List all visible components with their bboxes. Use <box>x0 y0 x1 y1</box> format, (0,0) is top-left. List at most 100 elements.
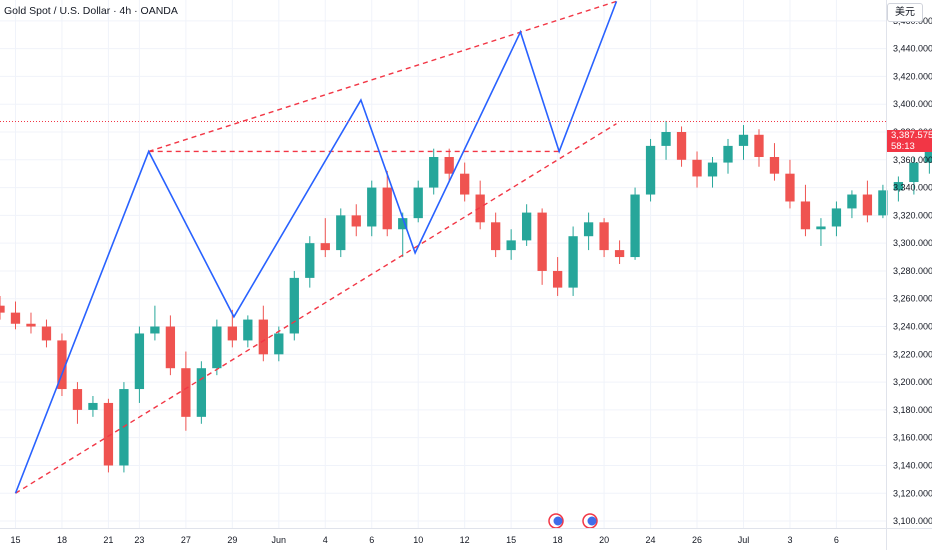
price-tick-label: 3,400.000 <box>893 99 932 109</box>
candle-body <box>227 326 237 341</box>
time-tick-label: 24 <box>646 535 656 545</box>
candle-body <box>460 173 470 195</box>
candle-body <box>506 240 516 251</box>
candle-body <box>382 187 392 230</box>
candle-body <box>212 326 222 369</box>
candle-body <box>413 187 423 219</box>
candle-body <box>847 194 857 209</box>
candle-body <box>769 157 780 174</box>
time-tick-label: 20 <box>599 535 609 545</box>
time-tick-label: Jul <box>738 535 750 545</box>
candle-body <box>367 187 377 227</box>
price-tick-label: 3,300.000 <box>893 238 932 248</box>
price-tick-label: 3,140.000 <box>893 460 932 470</box>
chart-grid <box>0 0 886 528</box>
price-tick-label: 3,180.000 <box>893 405 932 415</box>
time-tick-label: 15 <box>10 535 20 545</box>
candle-body <box>878 190 888 216</box>
candle-body <box>429 157 439 188</box>
time-tick-label: 15 <box>506 535 516 545</box>
candle-body <box>243 319 253 341</box>
candle-body <box>196 368 207 417</box>
candle-body <box>676 132 687 160</box>
price-tick-label: 3,360.000 <box>893 155 932 165</box>
candle-body <box>800 201 811 230</box>
price-tick-label: 3,220.000 <box>893 349 932 359</box>
candle-body <box>552 270 563 288</box>
symbol-title: Gold Spot / U.S. Dollar · 4h · OANDA <box>4 5 178 17</box>
time-axis[interactable]: 15 18 21 23 27 29 Jun 4 6 10 12 15 18 20 24 26 Jul 3 6 <box>10 535 838 545</box>
drawing-overlays <box>14 0 618 494</box>
candle-body <box>150 326 160 334</box>
candle-body <box>816 226 826 230</box>
us-flag-icon <box>553 516 563 526</box>
bar-countdown: 58:13 <box>891 141 915 152</box>
price-tick-label: 3,320.000 <box>893 210 932 220</box>
time-tick-label: 18 <box>57 535 67 545</box>
lower-trendline <box>15 123 617 494</box>
candle-body <box>181 368 191 417</box>
candle-body <box>351 215 361 227</box>
time-tick-label: 12 <box>460 535 470 545</box>
candle-body <box>165 326 176 369</box>
time-tick-label: 21 <box>103 535 113 545</box>
time-tick-label: 18 <box>553 535 563 545</box>
candle-body <box>630 194 640 258</box>
candle-body <box>893 182 904 191</box>
candle-body <box>10 312 21 324</box>
time-tick-label: 6 <box>834 535 839 545</box>
candle-body <box>305 243 315 278</box>
price-tick-label: 3,340.000 <box>893 183 932 193</box>
candle-body <box>26 323 36 327</box>
price-tick-label: 3,120.000 <box>893 488 932 498</box>
time-tick-label: 27 <box>181 535 191 545</box>
candle-body <box>924 143 932 163</box>
candle-body <box>41 326 52 341</box>
candle-body <box>491 222 501 251</box>
candle-body <box>521 212 532 241</box>
candle-body <box>134 333 145 390</box>
candle-body <box>258 319 268 355</box>
candle-body <box>738 134 749 146</box>
candle-body <box>583 222 594 237</box>
candle-body <box>444 157 454 174</box>
price-tick-label: 3,420.000 <box>893 71 932 81</box>
time-tick-label: 26 <box>692 535 702 545</box>
candle-body <box>398 218 408 230</box>
price-axis[interactable]: 3,460.0003,440.0003,420.0003,400.0003,38… <box>893 16 932 526</box>
candle-body <box>692 159 702 177</box>
time-tick-label: 23 <box>134 535 144 545</box>
price-tick-label: 3,100.000 <box>893 516 932 526</box>
us-flag-icon <box>587 516 597 526</box>
candle-body <box>0 305 5 313</box>
price-tick-label: 3,240.000 <box>893 322 932 332</box>
price-tick-label: 3,160.000 <box>893 433 932 443</box>
time-tick-label: 4 <box>323 535 328 545</box>
candlestick-series <box>0 120 932 473</box>
candle-body <box>336 215 346 251</box>
price-tick-label: 3,440.000 <box>893 44 932 54</box>
time-tick-label: 29 <box>227 535 237 545</box>
time-tick-label: 10 <box>413 535 423 545</box>
last-price-label: 3,387.575 58:13 <box>887 130 932 152</box>
candle-body <box>661 132 671 146</box>
candle-body <box>103 402 114 466</box>
candle-body <box>274 333 284 355</box>
zigzag-pattern-line <box>14 1 618 494</box>
candle-body <box>537 212 547 271</box>
price-tick-label: 3,260.000 <box>893 294 932 304</box>
candle-body <box>320 243 330 251</box>
currency-button[interactable]: 美元 <box>887 3 923 22</box>
time-tick-label: 3 <box>787 535 792 545</box>
candle-body <box>831 208 842 227</box>
candle-body <box>707 162 718 177</box>
candle-body <box>785 173 795 202</box>
price-tick-label: 3,280.000 <box>893 266 932 276</box>
candle-body <box>599 222 609 251</box>
candle-body <box>72 389 83 410</box>
candle-body <box>57 340 67 390</box>
candle-body <box>723 145 733 163</box>
time-tick-label: Jun <box>272 535 287 545</box>
candle-body <box>862 194 873 216</box>
